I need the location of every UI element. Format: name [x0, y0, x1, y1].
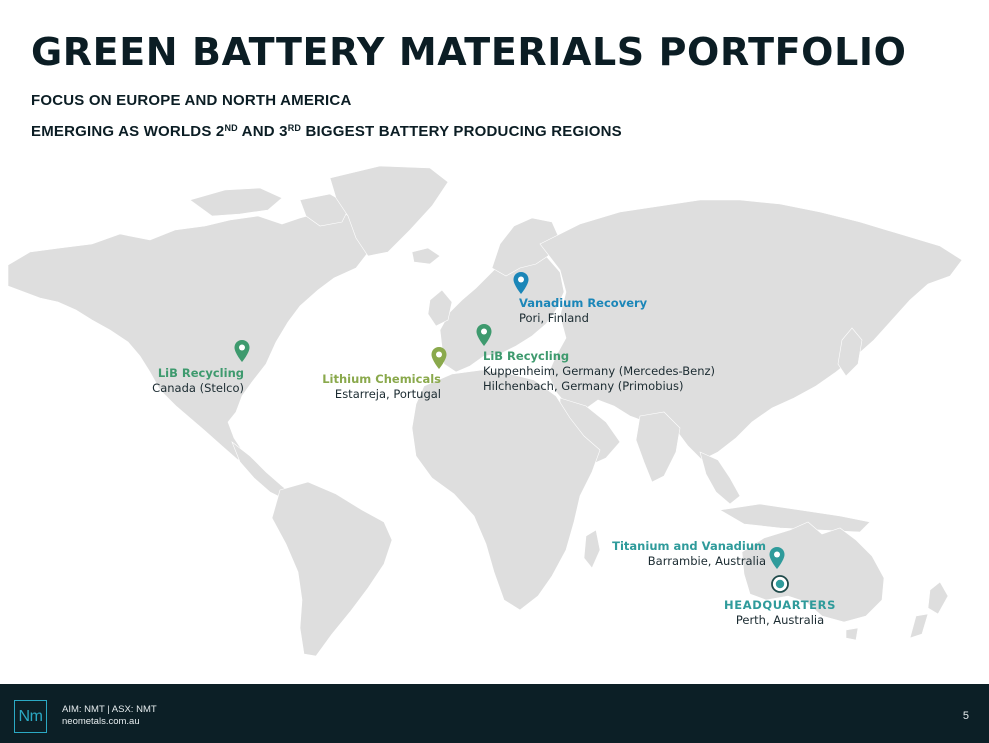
- europe-landmass: [439, 243, 565, 373]
- greenland-landmass: [329, 165, 449, 257]
- southeast-asia-landmass: [699, 451, 741, 505]
- map-pin-icon[interactable]: [512, 271, 530, 295]
- subtitle-focus: FOCUS ON EUROPE AND NORTH AMERICA: [31, 92, 352, 109]
- tasmania: [845, 627, 859, 641]
- madagascar: [583, 529, 601, 569]
- location-place: Kuppenheim, Germany (Mercedes-Benz): [483, 364, 716, 378]
- location-label: Vanadium Recovery: [519, 296, 648, 310]
- australia-landmass: [741, 521, 885, 623]
- asia-landmass: [539, 199, 963, 461]
- neometals-logo[interactable]: Nm: [14, 700, 47, 733]
- location-place: Hilchenbach, Germany (Primobius): [483, 379, 684, 393]
- location-label: HEADQUARTERS: [724, 598, 836, 612]
- headquarters-marker-icon[interactable]: [771, 575, 789, 593]
- subtitle-part: EMERGING AS WORLDS 2: [31, 123, 225, 140]
- new-zealand-south: [909, 613, 929, 639]
- superscript-nd: ND: [224, 123, 238, 133]
- page-title: GREEN BATTERY MATERIALS PORTFOLIO: [31, 30, 907, 74]
- location-label: LiB Recycling: [483, 349, 570, 363]
- footer-info: AIM: NMT | ASX: NMT neometals.com.au: [62, 704, 157, 728]
- website-link[interactable]: neometals.com.au: [62, 716, 140, 727]
- location-place: Perth, Australia: [735, 613, 825, 627]
- map-pin-icon[interactable]: [430, 346, 448, 370]
- page-number: 5: [962, 710, 969, 722]
- location-place: Barrambie, Australia: [647, 554, 766, 568]
- british-isles: [427, 289, 453, 327]
- map-pin-icon[interactable]: [768, 546, 786, 570]
- india-landmass: [635, 411, 681, 483]
- location-label: LiB Recycling: [157, 366, 244, 380]
- subtitle-emerging: EMERGING AS WORLDS 2ND AND 3RD BIGGEST B…: [31, 123, 622, 140]
- map-pin-icon[interactable]: [475, 323, 493, 347]
- japan-islands: [837, 327, 863, 377]
- footer-bar: Nm AIM: NMT | ASX: NMT neometals.com.au …: [0, 684, 989, 743]
- africa-landmass: [411, 369, 601, 611]
- subtitle-part: AND 3: [237, 123, 288, 140]
- arctic-islands: [189, 187, 283, 217]
- subtitle-part: BIGGEST BATTERY PRODUCING REGIONS: [301, 123, 622, 140]
- south-america-landmass: [271, 481, 393, 657]
- location-place: Canada (Stelco): [152, 381, 244, 395]
- location-place: Pori, Finland: [519, 311, 589, 325]
- location-label: Titanium and Vanadium: [612, 539, 766, 553]
- north-america-landmass: [7, 211, 371, 461]
- baffin-island: [299, 193, 351, 227]
- superscript-rd: RD: [287, 123, 302, 133]
- location-finland: Vanadium Recovery Pori, Finland: [519, 296, 647, 326]
- location-place: Estarreja, Portugal: [334, 387, 441, 401]
- location-canada: LiB Recycling Canada (Stelco): [140, 366, 244, 396]
- location-barrambie: Titanium and Vanadium Barrambie, Austral…: [600, 539, 766, 569]
- iceland: [411, 247, 441, 265]
- location-label: Lithium Chemicals: [322, 372, 441, 386]
- location-perth: HEADQUARTERS Perth, Australia: [716, 598, 844, 628]
- location-portugal: Lithium Chemicals Estarreja, Portugal: [318, 372, 441, 402]
- map-pin-icon[interactable]: [233, 339, 251, 363]
- world-map: [7, 165, 963, 657]
- ticker-text: AIM: NMT | ASX: NMT: [62, 704, 157, 715]
- indonesia-islands: [719, 503, 871, 533]
- new-zealand: [927, 581, 949, 615]
- location-germany: LiB Recycling Kuppenheim, Germany (Merce…: [483, 349, 715, 394]
